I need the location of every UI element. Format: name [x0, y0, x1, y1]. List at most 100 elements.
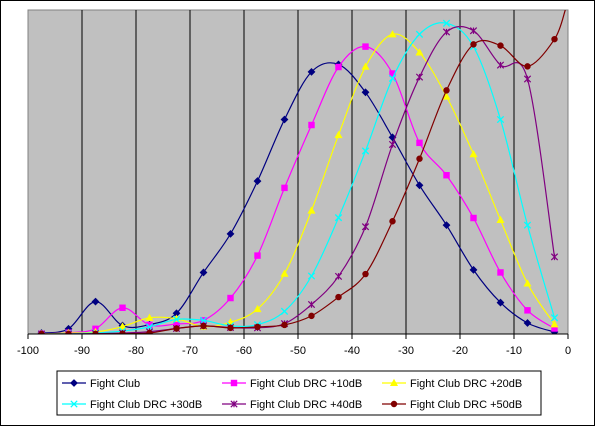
data-point: [415, 48, 424, 56]
data-point: [469, 27, 478, 35]
data-point: [524, 63, 531, 70]
data-point: [334, 130, 343, 139]
x-tick-label: -20: [452, 345, 468, 357]
data-point: [361, 147, 370, 155]
x-axis: -100 -90 -80 -70 -60 -50 -40 -30 -20 -10 0: [17, 334, 571, 357]
legend-item: Fight Club: [62, 378, 140, 390]
legend-item: Fight Club DRC +10dB: [222, 378, 362, 390]
x-tick-label: -70: [182, 345, 198, 357]
data-point: [415, 30, 424, 38]
data-point: [254, 252, 261, 259]
legend-item: Fight Club DRC +40dB: [222, 399, 362, 411]
x-tick-label: 0: [565, 345, 571, 357]
legend-marker: [390, 400, 398, 408]
data-point: [253, 177, 262, 185]
data-point: [307, 272, 316, 280]
data-point: [415, 181, 424, 190]
data-point: [119, 304, 126, 311]
data-point: [173, 325, 180, 332]
data-point: [523, 75, 532, 83]
data-point: [308, 312, 315, 320]
data-point: [550, 320, 559, 328]
data-point: [362, 270, 369, 278]
data-point: [362, 43, 369, 50]
data-point: [361, 62, 370, 70]
x-tick-label: -100: [17, 345, 39, 357]
data-point: [523, 279, 532, 287]
data-point: [416, 139, 423, 147]
data-point: [550, 314, 559, 322]
data-point: [442, 92, 451, 100]
data-point: [442, 28, 451, 36]
legend-items: Fight Club Fight Club DRC +10dB Fight Club…: [62, 378, 522, 411]
data-point: [307, 300, 316, 309]
x-tick-label: -80: [128, 345, 144, 357]
legend-label: Fight Club DRC +50dB: [410, 399, 522, 411]
data-point: [470, 214, 477, 222]
data-point: [389, 218, 396, 225]
data-point: [496, 298, 505, 307]
data-point: [308, 121, 315, 129]
legend: [56, 370, 542, 416]
legend-label: Fight Club DRC +40dB: [250, 399, 362, 411]
x-tick-label: -10: [506, 345, 522, 357]
x-tick-label: -90: [74, 345, 90, 357]
x-tick-label: -60: [236, 345, 252, 357]
data-point: [254, 323, 261, 331]
legend-marker: [70, 400, 78, 408]
data-point: [496, 61, 505, 69]
data-point: [470, 41, 477, 48]
data-point: [496, 215, 505, 224]
data-point: [280, 115, 289, 124]
legend-item: Fight Club DRC +20dB: [382, 378, 522, 390]
legend-marker: [70, 379, 78, 387]
data-point: [281, 321, 288, 329]
data-point: [227, 324, 234, 332]
data-point: [145, 313, 154, 321]
data-point: [146, 329, 153, 334]
data-point: [523, 319, 532, 327]
data-point: [551, 35, 558, 43]
legend-label: Fight Club DRC +30dB: [90, 399, 202, 411]
legend-marker: [230, 379, 238, 387]
data-point: [199, 316, 208, 325]
legend-item: Fight Club DRC +30dB: [62, 399, 202, 411]
data-point: [497, 42, 504, 49]
data-point: [280, 307, 289, 315]
data-point: [91, 297, 100, 306]
data-point: [496, 115, 505, 124]
legend-label: Fight Club DRC +10dB: [250, 378, 362, 390]
data-point: [497, 269, 504, 276]
data-point: [199, 268, 208, 277]
data-point: [524, 307, 531, 314]
data-point: [118, 322, 127, 330]
data-point: [388, 133, 397, 142]
data-point: [469, 265, 478, 274]
data-point: [307, 67, 316, 76]
data-point: [361, 223, 370, 231]
data-point: [172, 315, 181, 324]
data-point: [443, 87, 450, 94]
data-point: [416, 155, 423, 162]
data-point: [550, 253, 559, 261]
data-point: [388, 74, 397, 83]
data-point: [307, 206, 316, 214]
data-point: [281, 184, 288, 192]
data-point: [280, 269, 289, 277]
legend-label: Fight Club DRC +20dB: [410, 378, 522, 390]
data-point: [361, 88, 370, 97]
data-point: [200, 322, 207, 330]
x-tick-label: -30: [398, 345, 414, 357]
data-point: [227, 294, 234, 302]
data-point: [388, 140, 397, 149]
legend-item: Fight Club DRC +50dB: [382, 399, 522, 411]
x-tick-label: -40: [344, 345, 360, 357]
data-point: [415, 73, 424, 81]
data-point: [253, 304, 262, 313]
legend-marker: [389, 378, 399, 387]
x-tick-label: -50: [290, 345, 306, 357]
data-point: [334, 272, 343, 280]
data-point: [335, 293, 342, 301]
data-point: [334, 214, 343, 222]
